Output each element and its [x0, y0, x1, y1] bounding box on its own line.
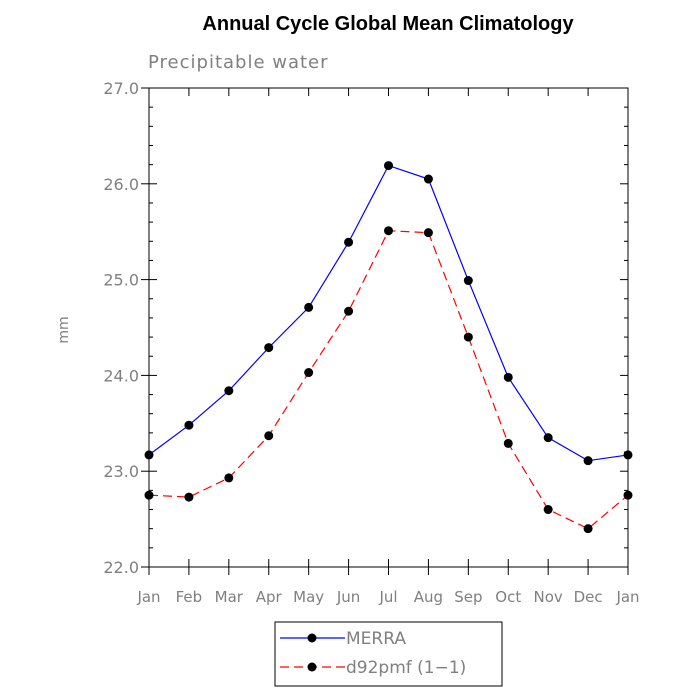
series-0-point — [384, 161, 393, 171]
x-tick-label: Jul — [378, 588, 397, 606]
series-0-point — [583, 456, 593, 466]
series-1-point — [184, 492, 194, 502]
series-0-point — [184, 420, 194, 430]
y-tick-label: 24.0 — [103, 366, 139, 385]
series-0-point — [543, 433, 553, 443]
y-tick-label: 25.0 — [103, 271, 139, 290]
x-tick-label: Apr — [256, 588, 283, 606]
series-0-point — [503, 372, 513, 382]
series-1-point — [503, 438, 513, 448]
x-tick-label: Jun — [336, 588, 360, 606]
series-1-point — [264, 431, 274, 441]
series-1-point — [463, 332, 473, 342]
plot-frame — [148, 87, 629, 568]
y-tick-label: 27.0 — [103, 79, 139, 98]
x-tick-label: Jan — [136, 588, 160, 606]
x-tick-label: Dec — [574, 588, 603, 606]
x-tick-label: Jan — [615, 588, 639, 606]
series-line-1 — [148, 230, 629, 530]
y-tick-label: 23.0 — [103, 462, 139, 481]
legend-box — [274, 621, 503, 687]
series-0-point — [623, 450, 633, 460]
legend-marker-merra — [307, 633, 317, 643]
x-tick-label: Feb — [176, 588, 203, 606]
y-tick-label: 26.0 — [103, 175, 139, 194]
x-tick-label: Sep — [454, 588, 482, 606]
legend: MERRA d92pmf (1−1) — [274, 621, 503, 687]
series-0-point — [423, 174, 433, 184]
series-1-point — [623, 490, 633, 500]
legend-label-d92pmf: d92pmf (1−1) — [346, 658, 466, 678]
series-0-point — [463, 276, 473, 286]
axes: 22.0 23.0 24.0 25.0 26.0 27.0 Jan Feb Mar Apr May J… — [103, 79, 639, 606]
series-1-point — [144, 490, 154, 500]
chart-title: Annual Cycle Global Mean Climatology — [202, 13, 574, 35]
series-1-point — [384, 226, 393, 236]
legend-marker-d92pmf — [307, 662, 317, 672]
chart-subtitle: Precipitable water — [148, 52, 329, 73]
series-line-0 — [148, 164, 629, 462]
series-0-point — [304, 302, 314, 312]
series-1-point — [583, 524, 593, 534]
series-0-point — [344, 237, 354, 247]
x-tick-label: Nov — [534, 588, 563, 606]
series-0-point — [224, 386, 234, 396]
series-0-point — [144, 450, 154, 460]
series-1-point — [304, 368, 314, 378]
series-layer — [144, 161, 633, 534]
series-0-point — [264, 343, 274, 353]
series-1-point — [423, 228, 433, 238]
x-tick-label: Mar — [215, 588, 244, 606]
y-axis-label: mm — [56, 316, 72, 343]
x-tick-label: Oct — [495, 588, 521, 606]
y-tick-label: 22.0 — [103, 558, 139, 577]
series-1-point — [344, 306, 354, 316]
x-tick-label: Aug — [414, 588, 443, 606]
series-1-point — [543, 505, 553, 515]
series-1-point — [224, 473, 234, 483]
x-tick-label: May — [293, 588, 324, 606]
legend-label-merra: MERRA — [346, 629, 406, 649]
